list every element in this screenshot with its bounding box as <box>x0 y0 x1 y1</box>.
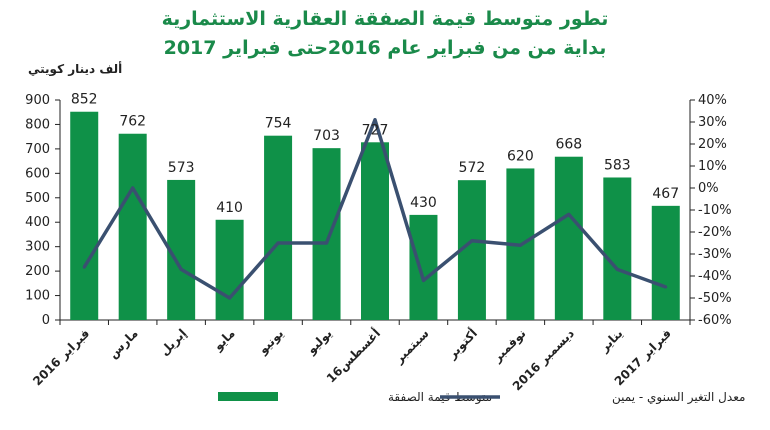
data-label: 573 <box>168 160 195 176</box>
line-point <box>421 278 425 282</box>
line-point <box>518 243 522 247</box>
bar <box>554 156 583 320</box>
y2-tick-label: -50% <box>698 291 732 306</box>
y2-tick-label: -60% <box>698 313 732 328</box>
x-tick-label: مايو <box>210 326 238 354</box>
x-tick-label: يناير <box>597 326 626 355</box>
data-label: 430 <box>410 195 437 211</box>
line-point <box>615 267 619 271</box>
chart-subtitle: بداية من من فبراير عام 2016حتى فبراير 20… <box>163 37 607 59</box>
data-label: 668 <box>555 137 582 153</box>
y-tick-label: 0 <box>42 313 50 328</box>
line-point <box>373 118 377 122</box>
y-tick-label: 300 <box>25 240 50 255</box>
data-label: 852 <box>71 92 98 108</box>
y2-tick-label: 10% <box>698 159 727 174</box>
data-label: 620 <box>507 148 534 164</box>
y2-tick-label: -10% <box>698 203 732 218</box>
y-axis-label: ألف دينار كويتي <box>28 62 123 76</box>
y-tick-label: 800 <box>25 117 50 132</box>
chart-title: تطور متوسط قيمة الصفقة العقارية الاستثما… <box>161 8 609 30</box>
y2-tick-label: -40% <box>698 269 732 284</box>
legend-swatch-bars <box>218 392 278 401</box>
data-label: 754 <box>265 116 292 132</box>
y2-tick-label: 40% <box>698 93 727 108</box>
x-tick-label: يونيو <box>255 326 287 358</box>
data-label: 572 <box>459 160 486 176</box>
x-tick-label: يوليو <box>304 326 336 358</box>
line-point <box>82 265 86 269</box>
x-tick-label: سبتمبر <box>391 326 431 366</box>
data-label: 703 <box>313 128 340 144</box>
y-tick-label: 900 <box>25 93 50 108</box>
y2-tick-label: 30% <box>698 115 727 130</box>
y2-tick-label: -30% <box>698 247 732 262</box>
line-point <box>131 186 135 190</box>
line-point <box>276 241 280 245</box>
bar <box>118 133 147 320</box>
bar <box>215 219 244 320</box>
y-tick-label: 100 <box>25 289 50 304</box>
x-tick-label: إبريل <box>157 326 189 358</box>
y2-tick-label: 20% <box>698 137 727 152</box>
data-label: 762 <box>119 114 146 130</box>
y-tick-label: 700 <box>25 142 50 157</box>
bar <box>603 177 632 320</box>
line-point <box>567 212 571 216</box>
data-label: 583 <box>604 157 631 173</box>
bar <box>409 214 438 320</box>
legend-label-line: معدل التغير السنوي - يمين <box>612 390 745 405</box>
x-tick-label: نوفمبر <box>489 326 529 366</box>
line-point <box>664 285 668 289</box>
data-label: 467 <box>652 186 679 202</box>
y2-tick-label: 0% <box>698 181 719 196</box>
line-point <box>228 296 232 300</box>
y-tick-label: 200 <box>25 264 50 279</box>
x-tick-label: مارس <box>106 326 141 361</box>
bar <box>264 135 293 320</box>
data-label: 727 <box>362 122 389 138</box>
bar <box>361 142 389 320</box>
bar <box>651 205 680 320</box>
y-tick-label: 600 <box>25 166 50 181</box>
y2-tick-label: -20% <box>698 225 732 240</box>
bar <box>312 148 341 320</box>
x-tick-label: أكتوبر <box>444 326 481 363</box>
x-tick-label: فبراير 2016 <box>30 326 92 388</box>
bar <box>167 179 196 320</box>
y-tick-label: 400 <box>25 215 50 230</box>
line-point <box>470 239 474 243</box>
bar <box>70 111 99 320</box>
line-point <box>179 267 183 271</box>
line-point <box>325 241 329 245</box>
data-label: 410 <box>216 200 243 216</box>
y-tick-label: 500 <box>25 191 50 206</box>
